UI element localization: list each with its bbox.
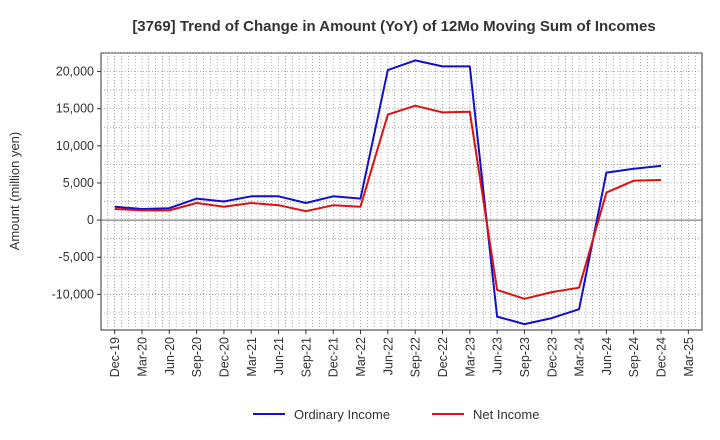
y-tick-label: 0 — [87, 213, 94, 227]
x-tick-label: Dec-22 — [436, 337, 450, 377]
y-tick-label: 20,000 — [56, 65, 94, 79]
x-tick-label: Dec-21 — [327, 337, 341, 377]
y-tick-label: 5,000 — [63, 176, 94, 190]
y-axis-ticks: -10,000 -5,000 0 5,000 10,000 15,000 20,000 — [52, 65, 101, 301]
x-tick-label: Sep-20 — [190, 337, 204, 377]
y-tick-label: 15,000 — [56, 102, 94, 116]
legend-label: Net Income — [473, 407, 539, 422]
y-axis-label: Amount (million yen) — [7, 132, 22, 251]
x-tick-label: Sep-23 — [518, 337, 532, 377]
y-tick-label: -5,000 — [59, 250, 94, 264]
x-tick-label: Mar-23 — [463, 337, 477, 377]
x-tick-label: Jun-21 — [272, 337, 286, 375]
y-tick-label: 10,000 — [56, 139, 94, 153]
x-axis-ticks: Dec-19 Mar-20 Jun-20 Sep-20 Dec-20 Mar-21 Jun-… — [108, 330, 696, 377]
x-tick-label: Mar-21 — [245, 337, 259, 377]
x-tick-label: Dec-19 — [108, 337, 122, 377]
x-tick-label: Dec-23 — [545, 337, 559, 377]
series-lines — [114, 59, 662, 326]
y-tick-label: -10,000 — [52, 287, 94, 301]
x-tick-label: Mar-22 — [354, 337, 368, 377]
chart-title: [3769] Trend of Change in Amount (YoY) o… — [132, 18, 655, 35]
series-line — [114, 104, 662, 300]
legend-label: Ordinary Income — [294, 407, 390, 422]
x-tick-label: Sep-24 — [627, 337, 641, 377]
x-tick-label: Mar-25 — [682, 337, 696, 377]
x-tick-label: Jun-24 — [600, 337, 614, 375]
x-tick-label: Jun-23 — [491, 337, 505, 375]
x-tick-label: Mar-24 — [573, 337, 587, 377]
x-tick-label: Jun-22 — [381, 337, 395, 375]
x-tick-label: Mar-20 — [135, 337, 149, 377]
x-tick-label: Jun-20 — [163, 337, 177, 375]
x-tick-label: Dec-24 — [655, 337, 669, 377]
legend: Ordinary Income Net Income — [253, 407, 539, 422]
x-tick-label: Sep-21 — [299, 337, 313, 377]
x-tick-label: Dec-20 — [217, 337, 231, 377]
x-tick-label: Sep-22 — [409, 337, 423, 377]
series-line — [114, 59, 662, 326]
